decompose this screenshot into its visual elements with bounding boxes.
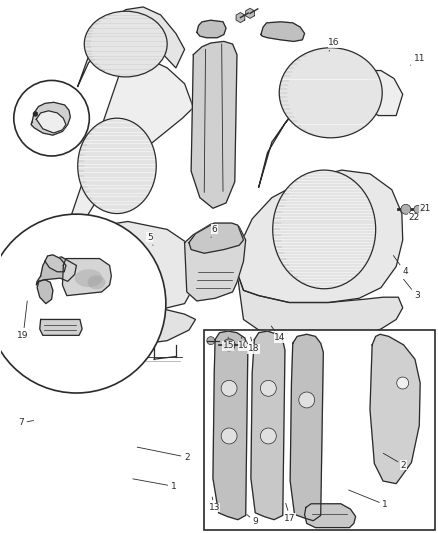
Text: 14: 14 bbox=[271, 326, 285, 343]
Circle shape bbox=[206, 337, 214, 345]
Polygon shape bbox=[40, 319, 82, 335]
Text: 5: 5 bbox=[146, 233, 153, 245]
Text: 3: 3 bbox=[403, 279, 419, 300]
Text: 2: 2 bbox=[137, 447, 189, 462]
Text: 21: 21 bbox=[419, 204, 430, 213]
Text: 9: 9 bbox=[246, 514, 258, 526]
Text: 13: 13 bbox=[208, 497, 219, 512]
Polygon shape bbox=[251, 331, 284, 520]
Text: 7: 7 bbox=[18, 418, 33, 427]
Polygon shape bbox=[369, 334, 419, 483]
Polygon shape bbox=[236, 170, 402, 303]
Polygon shape bbox=[196, 20, 226, 38]
Ellipse shape bbox=[78, 118, 156, 214]
Polygon shape bbox=[36, 111, 66, 133]
Ellipse shape bbox=[272, 170, 375, 289]
Circle shape bbox=[260, 428, 276, 444]
Circle shape bbox=[14, 80, 89, 156]
Ellipse shape bbox=[84, 11, 167, 77]
Text: 22: 22 bbox=[407, 213, 418, 222]
Circle shape bbox=[221, 428, 237, 444]
Polygon shape bbox=[260, 22, 304, 42]
Polygon shape bbox=[290, 334, 322, 521]
Circle shape bbox=[298, 392, 314, 408]
Polygon shape bbox=[31, 102, 70, 135]
Circle shape bbox=[413, 205, 421, 213]
Text: 10: 10 bbox=[238, 337, 249, 350]
Polygon shape bbox=[34, 261, 195, 346]
Polygon shape bbox=[45, 255, 66, 272]
Polygon shape bbox=[64, 50, 193, 235]
Polygon shape bbox=[78, 7, 184, 86]
Polygon shape bbox=[237, 272, 402, 340]
Polygon shape bbox=[258, 70, 402, 187]
Circle shape bbox=[223, 339, 234, 351]
Text: 2: 2 bbox=[382, 453, 406, 470]
Circle shape bbox=[33, 111, 38, 116]
Circle shape bbox=[260, 381, 276, 396]
Polygon shape bbox=[184, 224, 245, 301]
Circle shape bbox=[0, 214, 166, 393]
Text: 18: 18 bbox=[247, 337, 259, 353]
Polygon shape bbox=[236, 13, 244, 22]
Circle shape bbox=[400, 204, 410, 214]
Text: 1: 1 bbox=[133, 479, 176, 491]
Ellipse shape bbox=[279, 48, 381, 138]
Polygon shape bbox=[33, 222, 195, 314]
Polygon shape bbox=[191, 42, 237, 208]
Circle shape bbox=[221, 381, 237, 396]
Polygon shape bbox=[36, 257, 76, 285]
Text: 4: 4 bbox=[392, 255, 407, 276]
Ellipse shape bbox=[87, 276, 105, 289]
Ellipse shape bbox=[74, 269, 102, 287]
Polygon shape bbox=[37, 280, 53, 304]
Ellipse shape bbox=[78, 305, 160, 347]
Polygon shape bbox=[212, 331, 247, 520]
Text: 15: 15 bbox=[222, 337, 233, 350]
Polygon shape bbox=[188, 223, 243, 253]
Text: 11: 11 bbox=[410, 54, 424, 65]
Text: 17: 17 bbox=[284, 503, 295, 522]
Polygon shape bbox=[62, 259, 111, 296]
Circle shape bbox=[396, 377, 408, 389]
Text: 19: 19 bbox=[18, 301, 29, 340]
Polygon shape bbox=[304, 504, 355, 528]
Text: 6: 6 bbox=[211, 225, 217, 237]
Polygon shape bbox=[245, 9, 254, 18]
Text: 1: 1 bbox=[348, 490, 387, 510]
Bar bbox=[204, 330, 434, 530]
Text: 16: 16 bbox=[327, 38, 339, 51]
